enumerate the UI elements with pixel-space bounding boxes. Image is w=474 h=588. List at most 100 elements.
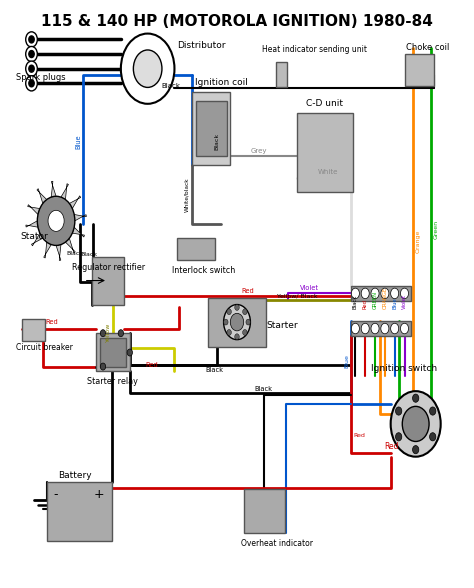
- Text: Choke coil: Choke coil: [406, 42, 449, 52]
- Circle shape: [361, 323, 369, 334]
- Text: Blue: Blue: [392, 297, 397, 309]
- Circle shape: [235, 334, 239, 340]
- Text: White/black: White/black: [184, 177, 189, 212]
- Circle shape: [127, 349, 132, 356]
- Text: C-D unit: C-D unit: [306, 99, 343, 108]
- Polygon shape: [26, 221, 38, 227]
- Circle shape: [37, 196, 75, 245]
- Polygon shape: [28, 205, 40, 215]
- Circle shape: [429, 407, 436, 415]
- Circle shape: [246, 319, 250, 325]
- Text: Green: Green: [434, 220, 439, 239]
- Text: Overheat indicator: Overheat indicator: [241, 539, 313, 548]
- Text: Stator: Stator: [20, 232, 48, 241]
- Circle shape: [351, 323, 359, 334]
- FancyBboxPatch shape: [276, 62, 287, 88]
- Circle shape: [133, 50, 162, 88]
- Circle shape: [118, 330, 124, 337]
- Circle shape: [26, 76, 37, 91]
- Circle shape: [412, 394, 419, 402]
- Text: Yellow/ Black: Yellow/ Black: [277, 293, 318, 298]
- Text: Distributor: Distributor: [177, 41, 225, 50]
- Circle shape: [381, 323, 389, 334]
- Text: Regulator rectifier: Regulator rectifier: [72, 263, 145, 272]
- Text: Black: Black: [66, 250, 83, 256]
- Text: Battery: Battery: [58, 471, 92, 480]
- FancyBboxPatch shape: [192, 92, 230, 165]
- FancyBboxPatch shape: [297, 112, 353, 192]
- Circle shape: [412, 446, 419, 454]
- Circle shape: [29, 65, 34, 72]
- Polygon shape: [61, 183, 68, 199]
- Text: Circuit breaker: Circuit breaker: [16, 343, 73, 352]
- Circle shape: [121, 34, 174, 104]
- Text: Red: Red: [241, 288, 254, 294]
- FancyBboxPatch shape: [196, 101, 227, 156]
- Text: ORANGE: ORANGE: [383, 286, 387, 309]
- Polygon shape: [31, 233, 43, 246]
- Text: Grey: Grey: [250, 148, 267, 154]
- Circle shape: [381, 288, 389, 299]
- Text: Orange: Orange: [415, 230, 420, 253]
- Circle shape: [29, 80, 34, 87]
- FancyBboxPatch shape: [404, 54, 434, 86]
- Circle shape: [26, 46, 37, 62]
- Text: Yellow: Yellow: [106, 322, 111, 342]
- Text: Spark plugs: Spark plugs: [16, 73, 65, 82]
- Circle shape: [395, 407, 402, 415]
- FancyBboxPatch shape: [244, 489, 285, 533]
- Text: Interlock switch: Interlock switch: [172, 266, 236, 275]
- FancyBboxPatch shape: [177, 238, 215, 260]
- Circle shape: [371, 323, 379, 334]
- Text: Black: Black: [161, 83, 180, 89]
- Polygon shape: [56, 245, 61, 260]
- Text: Ignition coil: Ignition coil: [194, 78, 247, 86]
- Circle shape: [235, 305, 239, 310]
- Circle shape: [224, 305, 250, 340]
- Circle shape: [230, 313, 244, 331]
- Circle shape: [227, 329, 231, 335]
- Text: Red: Red: [146, 362, 158, 369]
- Text: Blue: Blue: [75, 135, 82, 149]
- Text: Heat indicator sending unit: Heat indicator sending unit: [262, 45, 366, 54]
- Circle shape: [361, 288, 369, 299]
- Text: -: -: [54, 487, 58, 500]
- Text: Red: Red: [45, 319, 58, 325]
- Polygon shape: [51, 181, 56, 197]
- Text: Starter relay: Starter relay: [87, 377, 138, 386]
- Text: Red: Red: [363, 299, 368, 309]
- Text: Black: Black: [81, 252, 98, 257]
- Circle shape: [351, 288, 359, 299]
- Circle shape: [401, 288, 409, 299]
- Text: Black: Black: [255, 386, 273, 392]
- FancyBboxPatch shape: [47, 482, 112, 541]
- Polygon shape: [74, 215, 86, 221]
- Polygon shape: [44, 242, 51, 258]
- FancyBboxPatch shape: [22, 319, 45, 341]
- Circle shape: [371, 288, 379, 299]
- FancyBboxPatch shape: [96, 333, 130, 371]
- Text: Ignition switch: Ignition switch: [371, 365, 437, 373]
- Text: Black: Black: [206, 367, 224, 373]
- FancyBboxPatch shape: [351, 286, 411, 301]
- Circle shape: [100, 330, 106, 337]
- Circle shape: [243, 329, 247, 335]
- Text: Red: Red: [353, 433, 365, 438]
- Circle shape: [401, 323, 409, 334]
- Text: +: +: [94, 487, 105, 500]
- Text: Blue: Blue: [344, 355, 349, 368]
- Circle shape: [100, 363, 106, 370]
- FancyBboxPatch shape: [208, 298, 266, 347]
- Circle shape: [391, 391, 441, 457]
- Text: GREEN: GREEN: [373, 290, 377, 309]
- Text: White: White: [318, 169, 338, 175]
- FancyBboxPatch shape: [92, 256, 124, 305]
- Text: Black: Black: [215, 133, 219, 151]
- Circle shape: [26, 61, 37, 76]
- Polygon shape: [73, 227, 84, 237]
- Circle shape: [224, 319, 228, 325]
- Circle shape: [29, 51, 34, 58]
- Polygon shape: [69, 196, 81, 209]
- Text: Violet: Violet: [300, 285, 319, 291]
- Polygon shape: [37, 189, 47, 203]
